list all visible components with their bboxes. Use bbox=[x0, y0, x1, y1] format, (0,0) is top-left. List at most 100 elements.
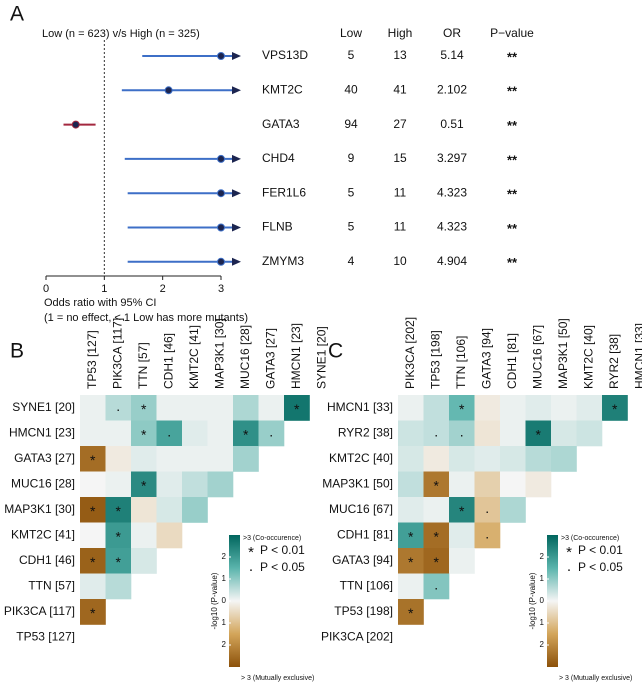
heatmap-cell bbox=[500, 395, 526, 421]
x-axis-label: Odds ratio with 95% CI bbox=[44, 297, 157, 309]
p-value: ** bbox=[507, 221, 518, 236]
heatmap-cell bbox=[105, 573, 132, 600]
panel-label: A bbox=[10, 3, 24, 26]
row-label: PIK3CA [202] bbox=[321, 629, 393, 643]
heatmap-cell bbox=[207, 471, 234, 498]
gene-label: FLNB bbox=[262, 220, 293, 234]
row-label: PIK3CA [117] bbox=[4, 604, 75, 618]
column-label: PIK3CA [117] bbox=[110, 318, 124, 389]
heatmap-cell bbox=[474, 522, 501, 549]
heatmap-cell bbox=[156, 522, 183, 549]
heatmap-cell bbox=[182, 497, 208, 523]
high-count: 41 bbox=[393, 82, 407, 96]
low-count: 4 bbox=[348, 254, 355, 268]
colorbar bbox=[547, 535, 558, 667]
heatmap-cell bbox=[474, 497, 501, 523]
heatmap-cell bbox=[156, 395, 183, 421]
heatmap-cell bbox=[207, 395, 234, 421]
column-label: MAP3K1 [30] bbox=[212, 318, 226, 389]
heatmap-cell bbox=[474, 395, 501, 421]
odds-ratio-point bbox=[217, 52, 225, 60]
gene-label: ZMYM3 bbox=[262, 254, 304, 268]
column-header: Low bbox=[340, 26, 362, 40]
ci-arrow bbox=[232, 257, 241, 266]
heatmap-cell bbox=[398, 395, 424, 421]
row-label: MUC16 [67] bbox=[329, 502, 393, 516]
odds-ratio-point bbox=[217, 189, 225, 198]
column-label: RYR2 [38] bbox=[607, 334, 621, 389]
legend-label: P < 0.01 bbox=[260, 543, 305, 557]
row-label: HMCN1 [33] bbox=[327, 400, 393, 414]
colorbar-tick-label: 1 bbox=[540, 618, 545, 627]
p-value: ** bbox=[507, 118, 518, 133]
heatmap-cell bbox=[423, 395, 450, 421]
heatmap-cell bbox=[398, 548, 424, 574]
heatmap-cell bbox=[474, 446, 501, 472]
gene-label: FER1L6 bbox=[262, 185, 306, 199]
column-header: High bbox=[388, 26, 413, 40]
heatmap-cell bbox=[156, 497, 183, 523]
column-label: MAP3K1 [50] bbox=[556, 318, 570, 389]
colorbar-tick-label: 1 bbox=[222, 618, 227, 627]
heatmap-cell bbox=[576, 420, 603, 447]
row-label: SYNE1 [20] bbox=[12, 400, 75, 414]
odds-ratio-point bbox=[71, 120, 80, 129]
heatmap-cell bbox=[423, 471, 450, 498]
heatmap-cell bbox=[525, 446, 552, 472]
heatmap-cell bbox=[105, 420, 132, 447]
panel-label: B bbox=[10, 340, 24, 363]
ci-arrow bbox=[232, 52, 241, 60]
column-label: TTN [106] bbox=[454, 336, 468, 389]
odds-ratio-point bbox=[217, 154, 225, 163]
ci-arrow bbox=[232, 154, 241, 163]
x-tick-label: 0 bbox=[43, 283, 49, 295]
legend-symbol: · bbox=[249, 561, 254, 578]
heatmap-cell bbox=[105, 522, 132, 549]
ci-arrow bbox=[232, 86, 241, 95]
significance-mark: * bbox=[116, 554, 122, 570]
heatmap-cell bbox=[525, 420, 552, 447]
heatmap-cell bbox=[449, 395, 475, 421]
heatmap-cell bbox=[474, 471, 501, 498]
row-label: GATA3 [27] bbox=[14, 451, 75, 465]
high-count: 11 bbox=[394, 185, 407, 199]
heatmap-cell bbox=[423, 522, 450, 549]
significance-mark: · bbox=[167, 427, 172, 443]
x-tick-label: 3 bbox=[218, 283, 224, 295]
heatmap-cell bbox=[258, 395, 285, 421]
heatmap-cell bbox=[105, 446, 132, 472]
heatmap-cell bbox=[500, 420, 526, 447]
colorbar bbox=[229, 535, 240, 667]
heatmap-cell bbox=[182, 446, 208, 472]
heatmap-cell bbox=[80, 395, 106, 421]
colorbar-label: -log10 (P-value) bbox=[528, 572, 537, 629]
ci-arrow bbox=[232, 223, 241, 232]
significance-mark: * bbox=[116, 529, 122, 545]
row-label: KMT2C [41] bbox=[11, 527, 75, 541]
colorbar-label: -log10 (P-value) bbox=[210, 572, 219, 629]
heatmap-cell bbox=[284, 395, 310, 421]
row-label: HMCN1 [23] bbox=[9, 425, 75, 439]
forest-title: Low (n = 623) v/s High (n = 325) bbox=[42, 28, 200, 40]
heatmap-cell bbox=[105, 497, 132, 523]
column-label: KMT2C [40] bbox=[581, 325, 595, 389]
colorbar-top-label: >3 (Co-occurence) bbox=[243, 535, 301, 542]
column-label: HMCN1 [33] bbox=[632, 323, 642, 389]
significance-mark: * bbox=[90, 452, 96, 468]
heatmap-cell bbox=[131, 420, 157, 447]
column-label: CDH1 [46] bbox=[161, 333, 175, 389]
row-label: MAP3K1 [50] bbox=[322, 476, 393, 490]
significance-mark: * bbox=[434, 554, 440, 570]
odds-ratio: 2.102 bbox=[437, 82, 467, 96]
row-label: CDH1 [81] bbox=[337, 527, 393, 541]
panel-label: C bbox=[328, 340, 343, 363]
p-value: ** bbox=[507, 255, 518, 270]
significance-mark: * bbox=[90, 503, 96, 519]
odds-ratio: 4.323 bbox=[437, 185, 467, 199]
low-count: 9 bbox=[348, 151, 355, 165]
column-header: P−value bbox=[490, 26, 534, 40]
colorbar-tick-label: 2 bbox=[222, 640, 227, 649]
column-label: MUC16 [67] bbox=[530, 325, 544, 389]
heatmap-cell bbox=[449, 497, 475, 523]
